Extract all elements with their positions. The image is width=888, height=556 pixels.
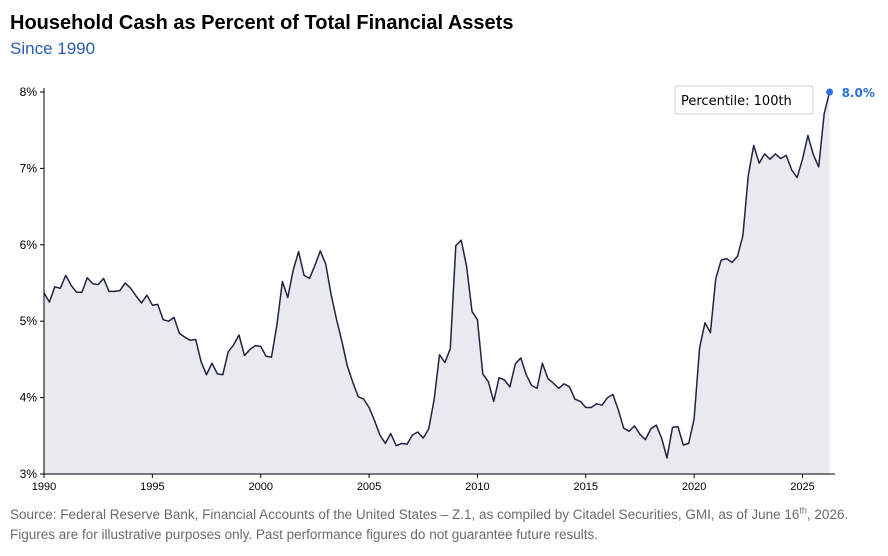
- series-line: [43, 91, 831, 459]
- x-tick-label: 2000: [248, 481, 272, 493]
- y-tick-label: 7%: [20, 161, 38, 175]
- y-tick-label: 4%: [20, 391, 38, 405]
- y-tick-label: 8%: [20, 85, 38, 99]
- area-fill: [44, 92, 830, 474]
- last-point-marker: [826, 88, 834, 96]
- x-tick-label: 1990: [32, 481, 56, 493]
- y-tick-label: 6%: [20, 238, 38, 252]
- percentile-box: [674, 85, 814, 115]
- chart-subtitle: Since 1990: [10, 39, 96, 58]
- chart-title: Household Cash as Percent of Total Finan…: [10, 12, 514, 34]
- source-superscript: th: [799, 505, 807, 516]
- x-tick-label: 1995: [140, 481, 164, 493]
- y-tick-label: 5%: [20, 314, 38, 328]
- x-tick-label: 2025: [790, 481, 814, 493]
- percentile-label: Percentile: 100th: [681, 94, 792, 109]
- source-text-continued: , 2026. Figures are for illustrative pur…: [10, 507, 849, 542]
- x-tick-label: 2020: [682, 481, 706, 493]
- y-tick-label: 3%: [20, 467, 38, 481]
- x-tick-label: 2015: [574, 481, 598, 493]
- x-tick-label: 2010: [465, 481, 489, 493]
- last-value-label: 8.0%: [842, 86, 875, 100]
- chart-area: 3% 4% 5% 6% 7% 8% 1990 1995 2000 2005 2010 2015 2020…: [20, 85, 875, 493]
- x-tick-label: 2005: [357, 481, 381, 493]
- source-text: Source: Federal Reserve Bank, Financial …: [10, 507, 800, 522]
- source-note: Source: Federal Reserve Bank, Financial …: [10, 505, 878, 545]
